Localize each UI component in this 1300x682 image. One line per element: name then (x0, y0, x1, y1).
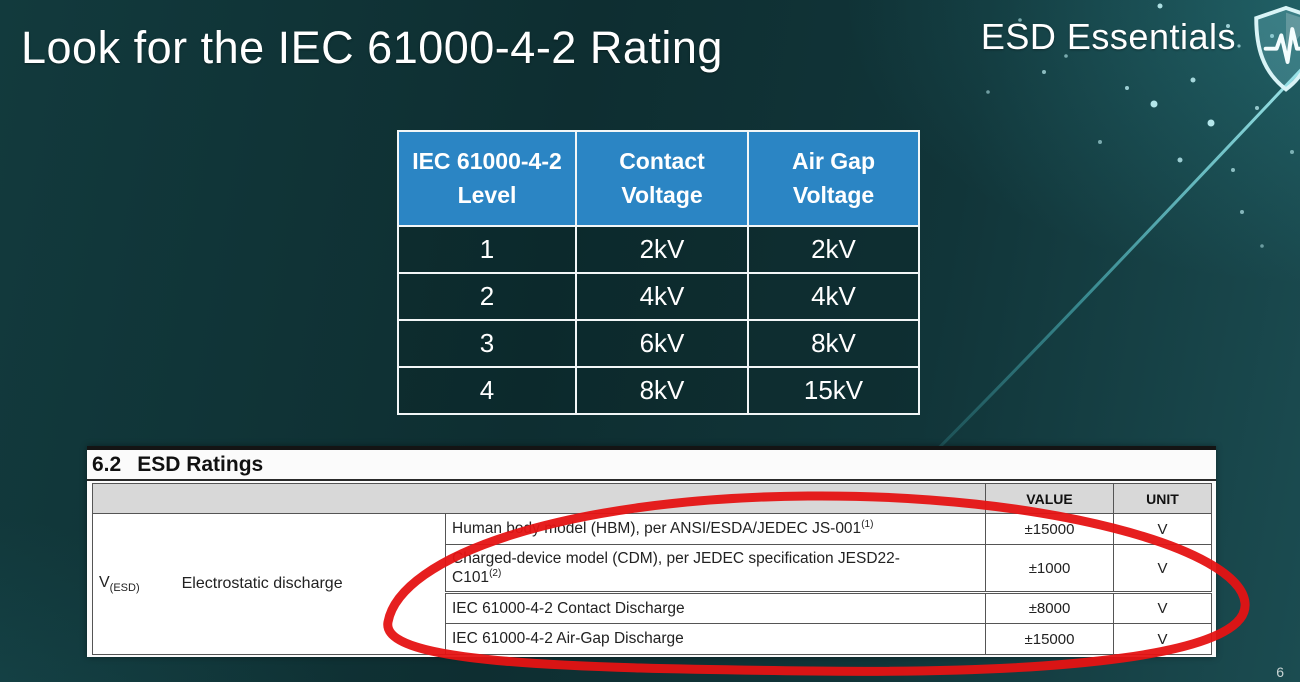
level-cell: 4 (397, 366, 577, 415)
description-line1: IEC 61000-4-2 Air-Gap Discharge (452, 630, 684, 648)
unit-cell: V (1113, 623, 1212, 655)
symbol-wrap: V(ESD) Electrostatic discharge (99, 574, 445, 594)
star-dot (1237, 44, 1241, 48)
star-dot (1177, 157, 1183, 163)
unit-cell: V (1113, 544, 1212, 593)
description-line1: IEC 61000-4-2 Contact Discharge (452, 599, 685, 617)
contact-voltage-cell: 4kV (575, 272, 749, 321)
iec-column-header: IEC 61000-4-2 Level (397, 130, 577, 227)
slide-title: Look for the IEC 61000-4-2 Rating (21, 22, 723, 73)
description-line1: Human body model (HBM), per ANSI/ESDA/JE… (452, 520, 862, 538)
description-cell: IEC 61000-4-2 Contact Discharge (445, 591, 986, 624)
value-cell: ±1000 (985, 544, 1114, 593)
header-line2: Voltage (621, 181, 703, 208)
iec-table-row: 1 2kV 2kV (397, 225, 920, 274)
description-line1: Charged-device model (CDM), per JEDEC sp… (452, 549, 900, 567)
star-dot (1098, 140, 1102, 144)
datasheet-section-heading: 6.2 ESD Ratings (87, 446, 1216, 481)
star-dot (1231, 168, 1235, 172)
level-cell: 3 (397, 319, 577, 368)
unit-cell: V (1113, 513, 1212, 545)
star-dot (1260, 244, 1264, 248)
header-line2: Voltage (792, 181, 875, 208)
section-title: ESD Ratings (137, 453, 264, 476)
symbol-description: Electrostatic discharge (181, 575, 343, 592)
empty-header-cell (92, 483, 986, 514)
description-cell: IEC 61000-4-2 Air-Gap Discharge (445, 623, 986, 655)
page-number: 6 (1276, 664, 1284, 680)
iec-table-row: 4 8kV 15kV (397, 366, 920, 415)
esd-table-row: V(ESD) Electrostatic discharge Human body … (92, 513, 1212, 655)
level-cell: 1 (397, 225, 577, 274)
star-dot (1207, 119, 1215, 127)
star-dot (1042, 70, 1046, 74)
description-line2: C101 (452, 569, 490, 587)
value-cell: ±15000 (985, 623, 1114, 655)
air-gap-voltage-cell: 4kV (747, 272, 920, 321)
contact-voltage-cell: 6kV (575, 319, 749, 368)
iec-table-row: 2 4kV 4kV (397, 272, 920, 321)
air-gap-voltage-cell: 2kV (747, 225, 920, 274)
description-cell: Charged-device model (CDM), per JEDEC sp… (445, 544, 986, 593)
header-line1: IEC 61000-4-2 (412, 148, 562, 175)
star-dot (1125, 86, 1129, 90)
contact-voltage-cell: 8kV (575, 366, 749, 415)
unit-column-header: UNIT (1113, 483, 1212, 514)
star-dot (1190, 77, 1196, 83)
iec-level-table: IEC 61000-4-2 Level Contact Voltage Air Gap V… (397, 130, 920, 415)
star-dot (1150, 100, 1158, 108)
esd-ratings-table: VALUE UNIT V(ESD) Electrostatic discharge… (92, 483, 1212, 655)
air-gap-voltage-cell: 15kV (747, 366, 920, 415)
value-cell: ±15000 (985, 513, 1114, 545)
symbol-subscript: (ESD) (109, 582, 140, 595)
esd-table-header-row: VALUE UNIT (92, 483, 1212, 514)
brand-text: ESD Essentials (980, 16, 1236, 57)
description-cell: Human body model (HBM), per ANSI/ESDA/JE… (445, 513, 986, 545)
iec-table-row: 3 6kV 8kV (397, 319, 920, 368)
header-line1: Air Gap (791, 148, 876, 175)
level-cell: 2 (397, 272, 577, 321)
value-cell: ±8000 (985, 591, 1114, 624)
star-dot (1240, 210, 1244, 214)
symbol-cell: V(ESD) Electrostatic discharge (92, 513, 446, 655)
air-gap-voltage-cell: 8kV (747, 319, 920, 368)
value-column-header: VALUE (985, 483, 1114, 514)
shield-pulse-logo-icon (1254, 5, 1300, 92)
datasheet-panel: 6.2 ESD Ratings VALUE UNIT V(ESD) Electros… (87, 446, 1216, 657)
iec-table-header-row: IEC 61000-4-2 Level Contact Voltage Air Gap V… (397, 130, 920, 227)
star-dot (1157, 3, 1163, 9)
footnote-ref: (1) (861, 519, 874, 531)
unit-cell: V (1113, 591, 1212, 624)
symbol-label: V(ESD) (99, 573, 140, 595)
star-dot (1290, 150, 1294, 154)
section-number: 6.2 (92, 453, 122, 476)
star-dot (1255, 106, 1259, 110)
star-dot (986, 90, 990, 94)
footnote-ref: (2) (489, 567, 502, 579)
iec-column-header: Contact Voltage (575, 130, 749, 227)
contact-voltage-cell: 2kV (575, 225, 749, 274)
iec-column-header: Air Gap Voltage (747, 130, 920, 227)
header-line2: Level (457, 181, 517, 208)
header-line1: Contact (619, 148, 705, 175)
